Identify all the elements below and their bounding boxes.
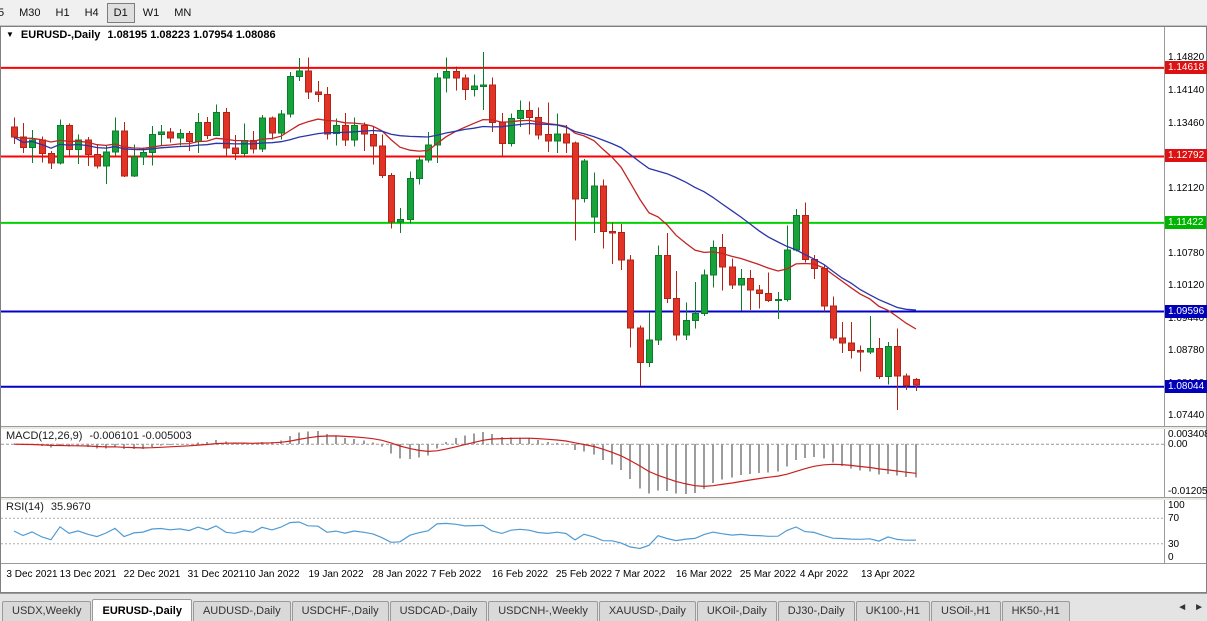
price-level-badge: 1.11422 bbox=[1165, 215, 1207, 229]
rsi-indicator-value: 35.9670 bbox=[50, 501, 91, 513]
symbol-dropdown-icon[interactable]: ▼ bbox=[6, 30, 14, 39]
price-axis-tick: 1.09440 bbox=[1168, 313, 1205, 325]
timeframe-button-m30[interactable]: M30 bbox=[19, 6, 41, 19]
rsi-label: RSI(14) 35.9670 bbox=[6, 501, 91, 513]
date-axis-label: 13 Dec 2021 bbox=[59, 569, 117, 580]
macd-axis-zero: 0.00 bbox=[1168, 439, 1188, 451]
chart-title-ohlc: 1.08195 1.08223 1.07954 1.08086 bbox=[107, 29, 276, 41]
price-axis-tick: 1.10120 bbox=[1168, 280, 1205, 292]
macd-indicator-values: -0.006101 -0.005003 bbox=[89, 430, 192, 442]
chart-tab-usdx-weekly[interactable]: USDX,Weekly bbox=[2, 601, 92, 621]
chart-tab-uk100-h1[interactable]: UK100-,H1 bbox=[855, 601, 931, 621]
chart-tab-dj30-daily[interactable]: DJ30-,Daily bbox=[777, 601, 855, 621]
chart-window[interactable]: ▼ EURUSD-,Daily 1.08195 1.08223 1.07954 … bbox=[0, 26, 1207, 593]
macd-axis-min: -0.012058 bbox=[1168, 486, 1207, 497]
date-axis-label: 16 Mar 2022 bbox=[675, 569, 733, 580]
chart-title-symbol: EURUSD-,Daily bbox=[20, 29, 101, 41]
price-axis-tick: 1.13460 bbox=[1168, 118, 1205, 130]
date-axis-label: 22 Dec 2021 bbox=[123, 569, 181, 580]
price-axis-tick: 1.14820 bbox=[1168, 52, 1205, 64]
date-axis-label: 4 Apr 2022 bbox=[799, 569, 849, 580]
date-axis-label: 7 Feb 2022 bbox=[430, 569, 482, 580]
rsi-axis-tick: 0 bbox=[1168, 552, 1174, 563]
chart-tab-usoil-h1[interactable]: USOil-,H1 bbox=[931, 601, 1001, 621]
chart-tab-usdcad-daily[interactable]: USDCAD-,Daily bbox=[389, 601, 488, 621]
panel-splitter[interactable] bbox=[1, 426, 1206, 429]
timeframe-button-h1[interactable]: H1 bbox=[55, 6, 70, 19]
rsi-panel-canvas[interactable] bbox=[1, 499, 1164, 563]
price-axis-separator bbox=[1164, 27, 1165, 564]
date-axis-label: 10 Jan 2022 bbox=[244, 569, 300, 580]
chart-title: ▼ EURUSD-,Daily 1.08195 1.08223 1.07954 … bbox=[6, 29, 276, 41]
tabs-scroll-left-icon[interactable]: ◄ bbox=[1177, 602, 1188, 613]
rsi-indicator-name: RSI(14) bbox=[6, 501, 44, 513]
chart-tab-ukoil-daily[interactable]: UKOil-,Daily bbox=[696, 601, 777, 621]
chart-tab-hk50-h1[interactable]: HK50-,H1 bbox=[1001, 601, 1070, 621]
rsi-axis-tick: 30 bbox=[1168, 538, 1180, 550]
macd-panel-canvas[interactable] bbox=[1, 428, 1164, 497]
timeframe-button-5[interactable]: 5 bbox=[0, 3, 11, 23]
date-axis-label: 31 Dec 2021 bbox=[187, 569, 245, 580]
date-axis-label: 3 Dec 2021 bbox=[6, 569, 58, 580]
price-level-badge: 1.09596 bbox=[1165, 304, 1207, 318]
tabs-scroll-right-icon[interactable]: ► bbox=[1194, 602, 1204, 613]
price-level-badge: 1.14618 bbox=[1165, 60, 1207, 74]
panel-splitter[interactable] bbox=[1, 497, 1206, 500]
timeframe-button-d1[interactable]: D1 bbox=[106, 2, 135, 23]
macd-axis-max: 0.003408 bbox=[1168, 429, 1207, 440]
date-axis-label: 25 Mar 2022 bbox=[739, 569, 797, 580]
rsi-axis-tick: 70 bbox=[1168, 513, 1180, 525]
rsi-axis-tick: 100 bbox=[1168, 500, 1185, 511]
date-axis-label: 25 Feb 2022 bbox=[555, 569, 613, 580]
price-axis-tick: 1.10780 bbox=[1168, 248, 1205, 260]
date-axis-label: 7 Mar 2022 bbox=[614, 569, 666, 580]
price-level-badge: 1.12792 bbox=[1165, 149, 1207, 163]
price-chart-canvas[interactable] bbox=[1, 45, 1164, 426]
tab-scroll-controls: ◄ ► bbox=[1172, 602, 1204, 613]
timeframe-button-mn[interactable]: MN bbox=[174, 6, 192, 19]
date-axis-label: 19 Jan 2022 bbox=[308, 569, 364, 580]
price-axis-tick: 1.07440 bbox=[1168, 410, 1205, 422]
price-axis-tick: 1.14140 bbox=[1168, 85, 1205, 97]
date-axis-label: 16 Feb 2022 bbox=[491, 569, 549, 580]
chart-tab-eurusd-daily[interactable]: EURUSD-,Daily bbox=[92, 599, 192, 621]
chart-tab-usdchf-daily[interactable]: USDCHF-,Daily bbox=[291, 601, 389, 621]
panel-splitter bbox=[1, 563, 1206, 564]
chart-tab-audusd-daily[interactable]: AUDUSD-,Daily bbox=[192, 601, 291, 621]
timeframe-toolbar: 5 M30 H1 H4 D1 W1 MN bbox=[0, 0, 1207, 26]
macd-label: MACD(12,26,9) -0.006101 -0.005003 bbox=[6, 430, 192, 442]
date-axis-label: 28 Jan 2022 bbox=[372, 569, 428, 580]
timeframe-button-w1[interactable]: W1 bbox=[142, 6, 160, 19]
price-level-badge: 1.08044 bbox=[1165, 379, 1207, 393]
chart-tab-usdcnh-weekly[interactable]: USDCNH-,Weekly bbox=[488, 601, 598, 621]
chart-tab-xauusd-daily[interactable]: XAUUSD-,Daily bbox=[598, 601, 696, 621]
macd-indicator-name: MACD(12,26,9) bbox=[6, 430, 83, 442]
price-axis-tick: 1.12120 bbox=[1168, 183, 1205, 195]
price-axis-tick: 1.08780 bbox=[1168, 345, 1205, 357]
chart-tab-bar: USDX,Weekly EURUSD-,Daily AUDUSD-,Daily USD… bbox=[0, 593, 1207, 621]
timeframe-button-h4[interactable]: H4 bbox=[84, 6, 99, 19]
date-axis-label: 13 Apr 2022 bbox=[861, 569, 915, 580]
